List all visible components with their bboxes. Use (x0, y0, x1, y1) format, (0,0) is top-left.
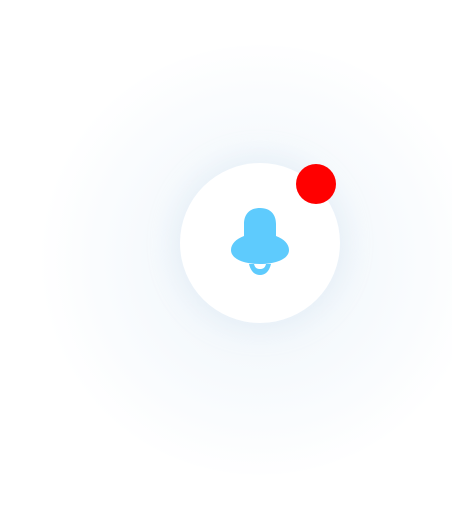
notification-badge (296, 164, 336, 204)
bell-icon (231, 208, 289, 275)
